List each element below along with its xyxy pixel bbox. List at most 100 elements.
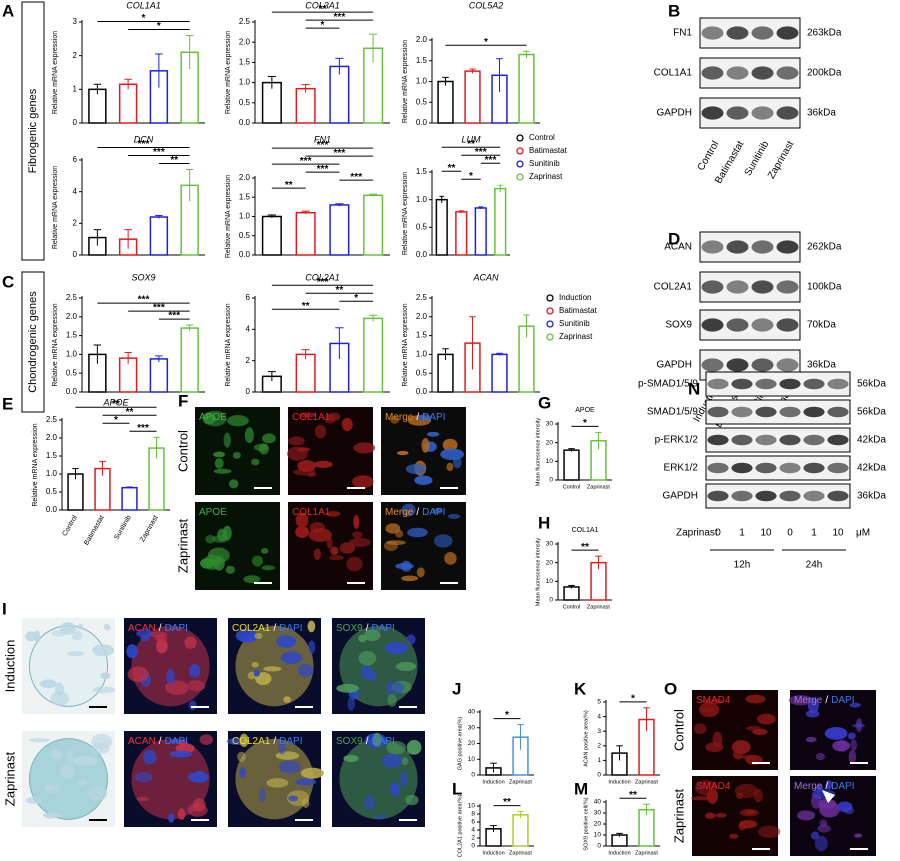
cell [228, 479, 239, 489]
row-label: Zaprinast [175, 519, 190, 574]
cell [260, 547, 269, 554]
y-tick-label: 0 [597, 772, 601, 779]
cell [252, 555, 264, 567]
cell [71, 630, 83, 641]
y-tick-label: 0.5 [416, 222, 428, 231]
significance-label: * [142, 13, 146, 24]
cell [417, 414, 431, 421]
significance-label: *** [317, 140, 329, 151]
cell [699, 701, 720, 718]
stain-label-part: APOE [199, 507, 227, 518]
cell [353, 514, 360, 530]
y-tick-label: 0.0 [239, 118, 251, 127]
cell [295, 512, 309, 528]
y-tick-label: 6 [73, 155, 78, 164]
blot-band [751, 26, 774, 40]
cell [341, 417, 353, 432]
stain-label: Merge / DAPI [794, 781, 854, 792]
x-tick-label: Zaprinast [587, 604, 610, 610]
y-tick-label: 2 [73, 218, 78, 227]
cell [253, 443, 268, 452]
cell [202, 412, 216, 425]
y-tick-label: 0.0 [239, 250, 251, 259]
y-tick-label: 1.5 [46, 451, 58, 460]
blot-band [776, 318, 799, 332]
x-tick-label: Induction [608, 850, 630, 856]
stain-label-part: / [273, 623, 276, 634]
y-axis-title: COL2A1 positive area(%) [457, 795, 463, 858]
cell [254, 632, 263, 639]
y-tick-label: 2.5 [66, 293, 78, 302]
bar [363, 194, 384, 256]
protein-label: COL2A1 [654, 282, 693, 293]
cell [401, 757, 409, 766]
significance-label: ** [467, 139, 475, 150]
cell [847, 732, 856, 740]
protein-label: ACAN [664, 242, 692, 253]
protein-label: SOX9 [665, 320, 692, 331]
cell [358, 634, 367, 643]
y-tick-label: 2.5 [239, 17, 251, 26]
x-tick-label: Zaprinast [509, 779, 532, 785]
blot-row [705, 455, 851, 481]
cell [50, 749, 63, 760]
cell [126, 644, 138, 659]
y-tick-label: 20 [546, 559, 554, 566]
row-label: Control [175, 430, 190, 472]
blot-band [707, 406, 729, 418]
cell [734, 783, 759, 799]
stain-label: COL2A1/DAPI [232, 736, 302, 747]
row-label: Induction [2, 640, 17, 693]
cell [300, 767, 324, 779]
blot-band [827, 490, 849, 502]
micrograph [692, 690, 778, 770]
panel-letter: L [452, 779, 462, 798]
stain-label: SMAD4 [696, 781, 731, 792]
lane-label: Control [696, 139, 722, 172]
arrowhead [822, 790, 835, 803]
bar [563, 449, 580, 481]
y-tick-label: 4 [73, 187, 78, 196]
blot-band [726, 66, 749, 80]
micrograph [790, 776, 876, 856]
cell [810, 831, 820, 840]
significance-label: * [505, 710, 509, 721]
bar [329, 65, 350, 124]
y-tick-label: 1.5 [416, 167, 428, 176]
y-tick-label: 1.0 [66, 350, 78, 359]
blot-band [751, 106, 774, 120]
cell [263, 666, 282, 672]
panel-letter: B [668, 1, 680, 20]
cell [223, 432, 231, 448]
y-tick-label: 1.5 [416, 331, 428, 340]
blot-frame [705, 455, 851, 481]
cell [693, 723, 707, 735]
cell [288, 795, 299, 802]
blot-band [776, 66, 799, 80]
y-axis-title: Relative mRNA expression [402, 303, 409, 386]
y-tick-label: 30 [546, 421, 554, 428]
cell [307, 620, 316, 633]
stain-label-part: DAPI [165, 736, 188, 747]
chart-title: FN1 [314, 134, 331, 144]
protein-label: p-SMAD1/5/9 [638, 379, 698, 390]
stain-label-part: DAPI [371, 623, 394, 634]
blot-band [755, 462, 777, 474]
cell [421, 437, 430, 453]
cell [199, 734, 214, 745]
significance-label: * [114, 415, 118, 426]
stain-label-part: DAPI [165, 623, 188, 634]
treatment-label: Zaprinast [676, 528, 718, 539]
cell [187, 803, 208, 817]
panel-letter: C [2, 272, 14, 291]
chart-title: LUM [461, 134, 481, 144]
cell [406, 740, 422, 755]
cell [849, 702, 861, 708]
blot-band [707, 378, 729, 390]
cell [384, 540, 398, 552]
blot-band [731, 490, 753, 502]
blot-band [803, 434, 825, 446]
blot-frame [705, 483, 851, 509]
size-label: 100kDa [807, 282, 842, 293]
y-tick-label: 10 [546, 578, 554, 585]
